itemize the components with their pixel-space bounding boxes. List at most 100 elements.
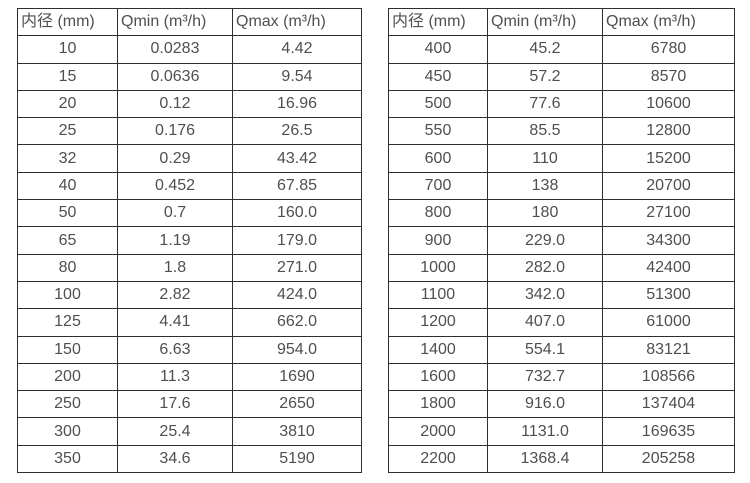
qmin-cell: 110 [487,144,603,173]
diameter-cell: 900 [388,226,488,255]
table-row: 550 85.5 12800 [388,117,735,146]
qmax-cell: 169635 [602,417,735,446]
diameter-cell: 1400 [388,335,488,364]
diameter-cell: 10 [17,35,118,64]
qmin-cell: 342.0 [487,280,603,310]
diameter-cell: 1100 [388,280,488,310]
table-row: 2000 1131.0 169635 [388,417,735,446]
qmin-cell: 0.0283 [117,35,233,64]
qmin-cell: 916.0 [487,390,603,419]
qmin-cell: 732.7 [487,362,603,392]
table-header-row: 内径 (mm) Qmin (m³/h) Qmax (m³/h) [17,7,362,37]
table-row: 32 0.29 43.42 [17,144,362,173]
qmax-cell: 43.42 [232,144,362,173]
table-row: 10 0.0283 4.42 [17,35,362,64]
qmin-cell: 6.63 [117,335,233,364]
table-row: 15 0.0636 9.54 [17,62,362,91]
diameter-cell: 125 [17,308,118,337]
qmax-cell: 27100 [602,199,735,228]
diameter-cell: 600 [388,144,488,173]
qmin-cell: 0.452 [117,171,233,201]
diameter-cell: 2200 [388,444,488,474]
qmin-cell: 1131.0 [487,417,603,446]
qmax-cell: 205258 [602,444,735,474]
table-row: 800 180 27100 [388,199,735,228]
col-header-qmin: Qmin (m³/h) [117,7,233,37]
table-row: 125 4.41 662.0 [17,308,362,337]
qmin-cell: 554.1 [487,335,603,364]
diameter-cell: 200 [17,362,118,392]
col-header-inner-diameter: 内径 (mm) [17,7,118,37]
qmax-cell: 160.0 [232,199,362,228]
qmin-cell: 25.4 [117,417,233,446]
diameter-cell: 550 [388,117,488,146]
qmax-cell: 271.0 [232,253,362,282]
table-row: 700 138 20700 [388,171,735,201]
table-row: 1000 282.0 42400 [388,253,735,282]
qmax-cell: 3810 [232,417,362,446]
qmax-cell: 424.0 [232,280,362,310]
flow-table-large-diameters: 内径 (mm) Qmin (m³/h) Qmax (m³/h) 400 45.2 6… [388,7,735,474]
qmax-cell: 12800 [602,117,735,146]
qmax-cell: 83121 [602,335,735,364]
qmin-cell: 180 [487,199,603,228]
diameter-cell: 80 [17,253,118,282]
qmax-cell: 20700 [602,171,735,201]
qmax-cell: 2650 [232,390,362,419]
table-row: 40 0.452 67.85 [17,171,362,201]
col-header-qmax: Qmax (m³/h) [232,7,362,37]
qmax-cell: 15200 [602,144,735,173]
diameter-cell: 15 [17,62,118,91]
table-row: 600 110 15200 [388,144,735,173]
table-row: 100 2.82 424.0 [17,280,362,310]
qmax-cell: 1690 [232,362,362,392]
qmin-cell: 0.176 [117,117,233,146]
diameter-cell: 100 [17,280,118,310]
table-row: 1400 554.1 83121 [388,335,735,364]
qmax-cell: 5190 [232,444,362,474]
diameter-cell: 20 [17,89,118,119]
qmax-cell: 26.5 [232,117,362,146]
diameter-cell: 300 [17,417,118,446]
table-row: 1100 342.0 51300 [388,280,735,310]
qmin-cell: 138 [487,171,603,201]
diameter-cell: 250 [17,390,118,419]
diameter-cell: 40 [17,171,118,201]
qmin-cell: 1.8 [117,253,233,282]
qmax-cell: 67.85 [232,171,362,201]
flow-table-small-diameters: 内径 (mm) Qmin (m³/h) Qmax (m³/h) 10 0.0283… [17,7,362,474]
qmin-cell: 229.0 [487,226,603,255]
diameter-cell: 700 [388,171,488,201]
table-row: 450 57.2 8570 [388,62,735,91]
qmax-cell: 42400 [602,253,735,282]
qmax-cell: 108566 [602,362,735,392]
qmin-cell: 1368.4 [487,444,603,474]
diameter-cell: 50 [17,199,118,228]
table-row: 400 45.2 6780 [388,35,735,64]
qmin-cell: 0.0636 [117,62,233,91]
table-header-row: 内径 (mm) Qmin (m³/h) Qmax (m³/h) [388,7,735,37]
table-row: 1200 407.0 61000 [388,308,735,337]
table-row: 350 34.6 5190 [17,444,362,474]
qmin-cell: 4.41 [117,308,233,337]
table-row: 80 1.8 271.0 [17,253,362,282]
table-row: 1600 732.7 108566 [388,362,735,392]
qmin-cell: 11.3 [117,362,233,392]
qmin-cell: 17.6 [117,390,233,419]
qmax-cell: 16.96 [232,89,362,119]
diameter-cell: 350 [17,444,118,474]
qmax-cell: 137404 [602,390,735,419]
diameter-cell: 1200 [388,308,488,337]
table-row: 1800 916.0 137404 [388,390,735,419]
qmin-cell: 85.5 [487,117,603,146]
diameter-cell: 1000 [388,253,488,282]
table-row: 150 6.63 954.0 [17,335,362,364]
table-row: 500 77.6 10600 [388,89,735,119]
table-row: 25 0.176 26.5 [17,117,362,146]
col-header-inner-diameter: 内径 (mm) [388,7,488,37]
table-row: 250 17.6 2650 [17,390,362,419]
qmin-cell: 407.0 [487,308,603,337]
qmin-cell: 0.12 [117,89,233,119]
qmin-cell: 57.2 [487,62,603,91]
